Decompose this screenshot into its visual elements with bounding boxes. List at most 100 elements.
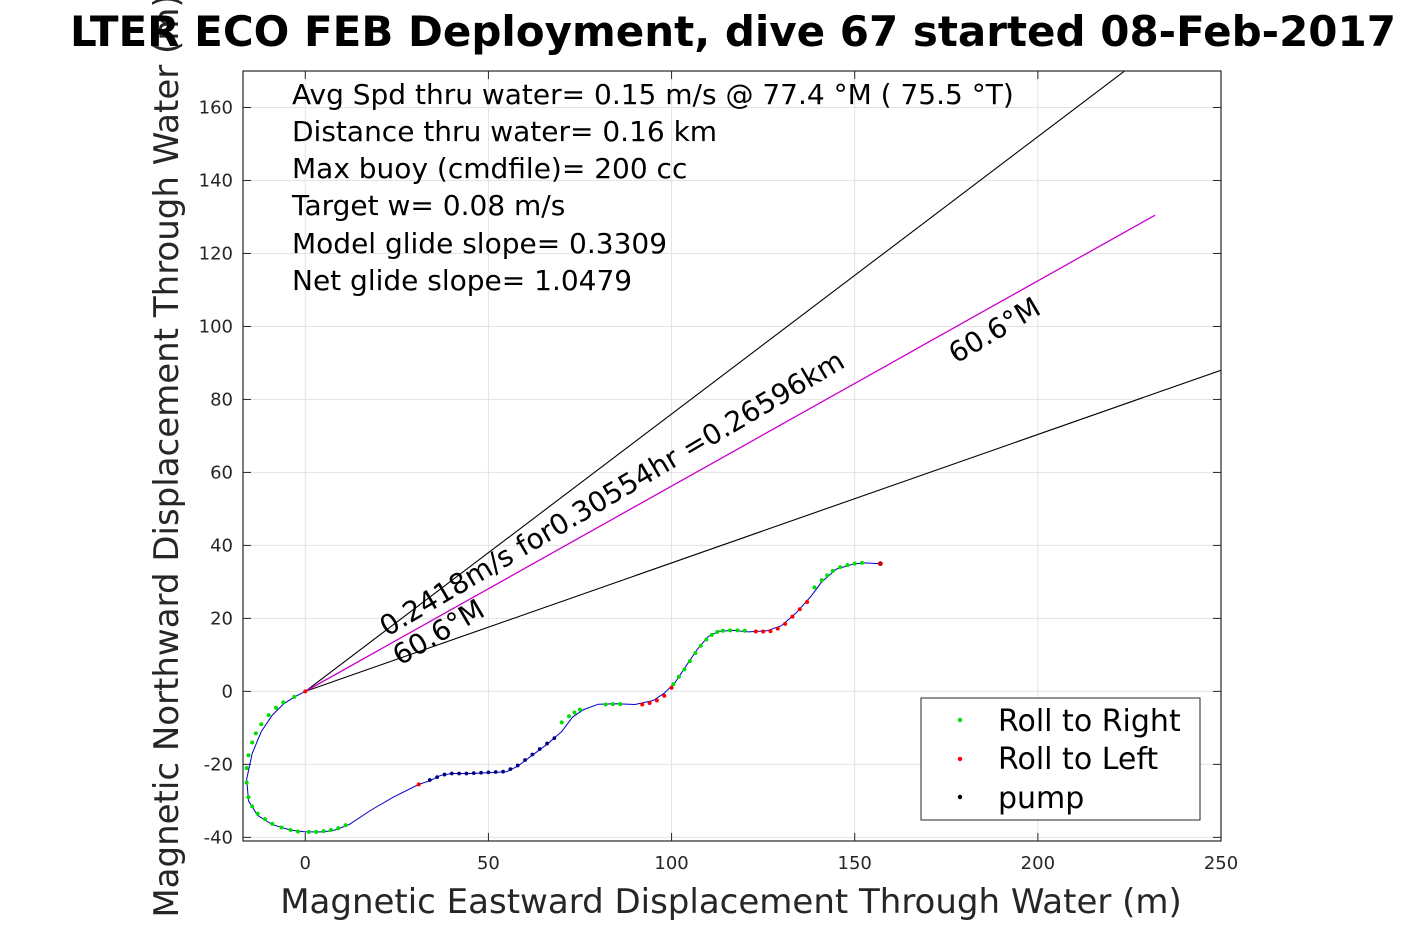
roll-right-marker	[246, 753, 251, 758]
annotation-target-w: Target w= 0.08 m/s	[291, 189, 565, 222]
roll-right-marker	[328, 828, 333, 833]
roll-right-marker	[709, 632, 714, 637]
roll-left-marker	[753, 629, 758, 634]
legend-roll-right-marker	[957, 717, 963, 723]
y-tick-label: 40	[210, 535, 233, 556]
roll-right-marker	[270, 821, 275, 826]
roll-right-marker	[693, 651, 698, 656]
pump-marker	[457, 771, 462, 776]
pump-marker	[493, 770, 498, 774]
y-tick-label: 120	[199, 243, 233, 264]
roll-right-marker	[255, 811, 260, 816]
pump-marker	[545, 741, 549, 746]
legend-pump-label: pump	[998, 781, 1084, 816]
roll-right-marker	[292, 694, 297, 699]
roll-left-marker	[647, 701, 652, 706]
roll-left-marker	[669, 685, 674, 690]
y-tick-label: 140	[199, 170, 233, 191]
roll-left-marker	[797, 607, 802, 612]
roll-right-marker	[244, 780, 249, 785]
roll-right-marker	[838, 565, 843, 570]
roll-right-marker	[682, 667, 687, 672]
roll-right-marker	[288, 828, 293, 833]
roll-right-marker	[572, 710, 577, 715]
roll-left-marker	[303, 689, 308, 694]
x-tick-label: 0	[300, 853, 311, 874]
legend-roll-right-label: Roll to Right	[998, 704, 1181, 739]
roll-right-marker	[671, 682, 676, 687]
annotation-block: Avg Spd thru water= 0.15 m/s @ 77.4 °M (…	[291, 78, 1014, 297]
grid	[243, 71, 1222, 841]
roll-right-marker	[860, 560, 865, 565]
roll-right-marker	[825, 573, 830, 578]
roll-right-marker	[698, 643, 703, 648]
roll-right-marker	[336, 826, 341, 831]
pump-marker	[552, 736, 557, 740]
roll-right-marker	[618, 702, 623, 707]
pump-marker	[537, 747, 542, 751]
roll-right-marker	[262, 817, 267, 822]
roll-right-marker	[279, 825, 284, 830]
roll-right-marker	[676, 674, 681, 679]
roll-right-marker	[819, 578, 824, 583]
legend: Roll to Right Roll to Left pump	[920, 697, 1201, 821]
roll-left-marker	[640, 702, 645, 707]
pump-marker	[449, 771, 454, 776]
roll-left-marker	[654, 698, 659, 703]
roll-right-marker	[273, 705, 278, 710]
line-upper-bound	[304, 71, 1126, 692]
pump-marker	[435, 775, 440, 780]
annotation-model-glide: Model glide slope= 0.3309	[292, 227, 667, 260]
roll-right-marker	[735, 628, 740, 633]
annotation-distance: Distance thru water= 0.16 km	[292, 115, 717, 148]
x-tick-label: 250	[1204, 853, 1238, 874]
roll-right-marker	[306, 829, 311, 834]
roll-left-marker	[783, 621, 788, 626]
roll-right-marker	[720, 628, 725, 633]
pump-marker	[515, 763, 520, 768]
pump-marker	[530, 752, 535, 757]
y-tick-label: 60	[210, 462, 233, 483]
roll-right-marker	[343, 823, 348, 828]
x-tick-label: 200	[1021, 853, 1055, 874]
roll-left-marker	[775, 626, 780, 631]
roll-left-marker	[416, 782, 421, 787]
legend-box	[920, 697, 1201, 821]
annotation-net-glide: Net glide slope= 1.0479	[292, 264, 632, 297]
roll-right-marker	[830, 568, 835, 573]
y-tick-label: 20	[210, 608, 233, 629]
pump-marker	[508, 767, 513, 772]
roll-right-marker	[250, 804, 255, 809]
marker-layer	[244, 560, 883, 834]
roll-right-marker	[577, 707, 582, 712]
pump-marker	[486, 770, 491, 775]
roll-right-marker	[281, 700, 286, 705]
y-tick-label: 100	[199, 316, 233, 337]
x-ticks: 0 50 100 150 200 250	[300, 71, 1238, 874]
line-heading	[304, 214, 1156, 692]
roll-right-marker	[321, 829, 326, 834]
roll-left-marker	[805, 599, 810, 604]
roll-left-marker	[790, 614, 795, 619]
y-axis-label: Magnetic Northward Displacement Through …	[147, 0, 187, 918]
roll-right-marker	[687, 659, 692, 664]
roll-left-marker	[662, 693, 667, 698]
roll-right-marker	[244, 766, 249, 771]
roll-right-marker	[314, 829, 319, 834]
pump-marker	[471, 771, 476, 776]
legend-roll-left-marker	[957, 756, 963, 762]
pump-marker	[523, 758, 527, 762]
axes-frame	[242, 70, 1222, 842]
roll-right-marker	[704, 637, 709, 642]
roll-right-marker	[246, 795, 251, 800]
pump-marker	[501, 769, 505, 774]
y-ticks: -40 -20 0 20 40 60 80 100 120 140 160	[199, 97, 1221, 848]
y-tick-label: -40	[204, 827, 233, 848]
roll-right-marker	[742, 628, 747, 633]
pump-marker	[427, 778, 432, 782]
y-tick-label: 160	[199, 97, 233, 118]
line-lower-bound	[305, 369, 1221, 692]
reference-lines	[304, 71, 1221, 692]
y-tick-label: 80	[210, 389, 233, 410]
